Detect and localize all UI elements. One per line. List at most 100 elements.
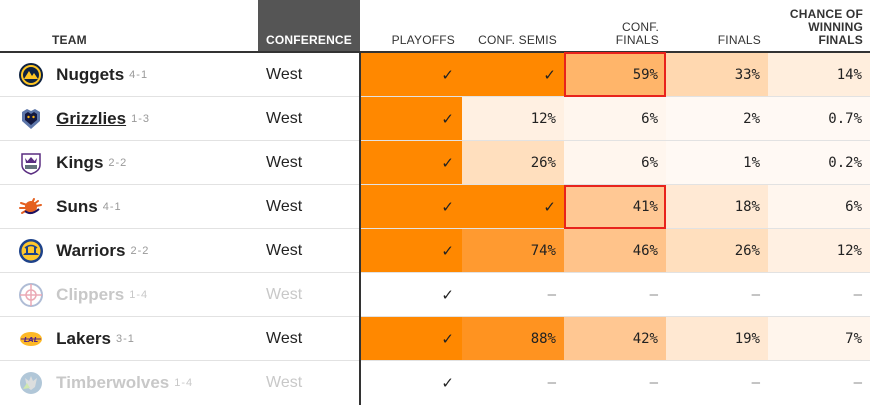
team-name: Lakers bbox=[56, 328, 111, 348]
team-cell: Warriors 2-2 bbox=[0, 228, 258, 273]
finals-cell: 19% bbox=[666, 316, 768, 361]
conference-cell: West bbox=[258, 96, 361, 141]
conference-cell: West bbox=[258, 228, 361, 273]
team-cell: LAL Lakers 3-1 bbox=[0, 316, 258, 361]
header-conference[interactable]: CONFERENCE bbox=[258, 0, 360, 52]
table-row-eliminated: Timberwolves 1-4 West ✓ — — — — bbox=[0, 360, 870, 406]
team-cell: Kings 2-2 bbox=[0, 140, 258, 185]
team-cell: Nuggets 4-1 bbox=[0, 52, 258, 97]
conference-cell: West bbox=[258, 184, 361, 229]
clippers-logo bbox=[18, 282, 44, 308]
playoffs-cell: ✓ bbox=[360, 140, 462, 185]
conf-finals-cell: 46% bbox=[564, 228, 666, 273]
finals-cell: 18% bbox=[666, 184, 768, 229]
suns-logo bbox=[18, 194, 44, 220]
team-name: Nuggets bbox=[56, 64, 125, 84]
conf-semis-cell: 88% bbox=[462, 316, 564, 361]
conf-semis-cell: 12% bbox=[462, 96, 564, 141]
finals-cell: 26% bbox=[666, 228, 768, 273]
header-conf-finals-line2: FINALS bbox=[615, 33, 659, 47]
conf-semis-cell: 26% bbox=[462, 140, 564, 185]
team-record: 2-2 bbox=[130, 244, 150, 257]
team-cell: Suns 4-1 bbox=[0, 184, 258, 229]
conf-semis-cell: — bbox=[462, 272, 564, 317]
team-record: 4-1 bbox=[102, 200, 122, 213]
conference-cell: West bbox=[258, 360, 361, 405]
header-conf-finals-line1: CONF. bbox=[622, 20, 659, 34]
playoffs-cell: ✓ bbox=[360, 316, 462, 361]
team-name-link[interactable]: Grizzlies bbox=[56, 108, 127, 128]
chance-cell: 7% bbox=[768, 316, 870, 361]
team-cell: Clippers 1-4 bbox=[0, 272, 258, 317]
chance-cell: 14% bbox=[768, 52, 870, 97]
finals-cell: 2% bbox=[666, 96, 768, 141]
playoffs-cell: ✓ bbox=[360, 184, 462, 229]
finals-cell: — bbox=[751, 375, 760, 391]
table-row: Grizzlies 1-3 West ✓ 12% 6% 2% 0.7% bbox=[0, 96, 870, 141]
playoffs-cell: ✓ bbox=[360, 272, 462, 317]
playoffs-cell: ✓ bbox=[360, 228, 462, 273]
conf-finals-cell-highlighted: 41% bbox=[564, 184, 666, 229]
chance-cell: — bbox=[768, 272, 870, 317]
chance-cell: 0.2% bbox=[768, 140, 870, 185]
playoffs-cell: ✓ bbox=[360, 52, 462, 97]
timberwolves-logo bbox=[18, 370, 44, 396]
svg-text:LAL: LAL bbox=[24, 336, 38, 344]
team-cell: Timberwolves 1-4 bbox=[0, 361, 258, 406]
conference-cell: West bbox=[258, 52, 361, 97]
conf-finals-cell-highlighted: 59% bbox=[564, 52, 666, 97]
conf-semis-cell: 74% bbox=[462, 228, 564, 273]
chance-cell: — bbox=[853, 375, 862, 391]
nuggets-logo bbox=[18, 62, 44, 88]
header-chance-line2: WINNING bbox=[808, 20, 863, 34]
header-row: TEAM CONFERENCE PLAYOFFS CONF. SEMIS CON… bbox=[0, 0, 870, 52]
team-name: Kings bbox=[56, 152, 104, 172]
grizzlies-logo bbox=[18, 106, 44, 132]
table-row: Kings 2-2 West ✓ 26% 6% 1% 0.2% bbox=[0, 140, 870, 185]
team-record: 3-1 bbox=[116, 332, 135, 345]
conf-semis-cell: ✓ bbox=[462, 52, 564, 97]
conf-finals-cell: 6% bbox=[564, 96, 666, 141]
conference-cell: West bbox=[258, 272, 361, 317]
conference-cell: West bbox=[258, 140, 361, 185]
lakers-logo: LAL bbox=[18, 326, 44, 352]
header-chance-winning-finals[interactable]: CHANCE OF WINNING FINALS bbox=[768, 0, 870, 52]
warriors-logo bbox=[18, 238, 44, 264]
chance-cell: 12% bbox=[768, 228, 870, 273]
table-row: Nuggets 4-1 West ✓ ✓ 59% 33% 14% bbox=[0, 52, 870, 97]
conf-semis-cell: — bbox=[547, 375, 556, 391]
table-row: Warriors 2-2 West ✓ 74% 46% 26% 12% bbox=[0, 228, 870, 273]
table-row: LAL Lakers 3-1 West ✓ 88% 42% 19% 7% bbox=[0, 316, 870, 361]
playoffs-cell: ✓ bbox=[360, 96, 462, 141]
team-name: Suns bbox=[56, 196, 98, 216]
conf-finals-cell: 6% bbox=[564, 140, 666, 185]
team-name: Timberwolves bbox=[56, 373, 170, 392]
chance-cell: 6% bbox=[768, 184, 870, 229]
table-row-eliminated: Clippers 1-4 West ✓ — — — — bbox=[0, 272, 870, 317]
header-chance-line1: CHANCE OF bbox=[789, 7, 863, 21]
header-chance-line3: FINALS bbox=[818, 33, 863, 47]
finals-cell: 33% bbox=[666, 52, 768, 97]
conf-finals-cell: 42% bbox=[564, 316, 666, 361]
playoffs-cell: ✓ bbox=[360, 360, 462, 405]
finals-cell: 1% bbox=[666, 140, 768, 185]
team-record: 1-4 bbox=[174, 377, 194, 389]
team-name: Warriors bbox=[56, 240, 126, 260]
header-finals[interactable]: FINALS bbox=[717, 33, 761, 47]
header-playoffs[interactable]: PLAYOFFS bbox=[391, 33, 455, 47]
header-conf-semis[interactable]: CONF. SEMIS bbox=[478, 33, 557, 47]
header-team[interactable]: TEAM bbox=[52, 33, 87, 47]
conf-finals-cell: — bbox=[649, 375, 658, 391]
conf-semis-cell: ✓ bbox=[462, 184, 564, 229]
team-cell: Grizzlies 1-3 bbox=[0, 96, 258, 141]
conference-cell: West bbox=[258, 316, 361, 361]
team-record: 2-2 bbox=[108, 156, 128, 169]
table-row: Suns 4-1 West ✓ ✓ 41% 18% 6% bbox=[0, 184, 870, 229]
header-conf-finals[interactable]: CONF. FINALS bbox=[564, 0, 666, 52]
team-record: 1-3 bbox=[131, 112, 150, 125]
team-record: 4-1 bbox=[129, 68, 149, 81]
finals-cell: — bbox=[666, 272, 768, 317]
team-name: Clippers bbox=[56, 284, 125, 304]
